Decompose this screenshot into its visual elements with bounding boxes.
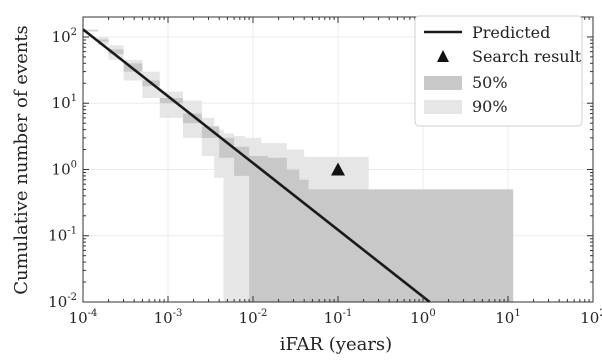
legend-label-predicted: Predicted [472, 23, 550, 42]
x-tick-label: 10-3 [154, 308, 183, 327]
x-axis-label: iFAR (years) [280, 334, 392, 355]
legend-90-swatch [424, 100, 462, 114]
x-tick-label: 10-1 [324, 308, 353, 327]
y-tick-label: 10-2 [48, 292, 77, 311]
x-tick-label: 100 [410, 308, 435, 327]
legend-label-90: 90% [472, 97, 508, 116]
band-50 [83, 29, 514, 303]
legend-triangle-swatch [437, 50, 449, 62]
search-result-marker [331, 162, 345, 176]
y-tick-label: 100 [52, 159, 77, 178]
bands [83, 29, 514, 303]
axes: 10-4 10-3 10-2 10-1 100 101 102 10-2 10-1 100 101 1… [48, 16, 602, 327]
y-tick-label: 101 [52, 93, 77, 112]
legend-label-search-result: Search result [472, 47, 582, 66]
x-tick-label: 10-4 [69, 308, 98, 327]
x-tick-label: 102 [580, 308, 602, 327]
legend-box [414, 15, 583, 127]
legend-50-swatch [424, 76, 462, 90]
y-tick-label: 10-1 [48, 226, 77, 245]
legend: Predicted Search result 50% 90% [414, 15, 583, 127]
lines [82, 28, 431, 304]
markers [331, 162, 345, 176]
y-tick-label: 102 [52, 27, 77, 46]
legend-label-50: 50% [472, 73, 508, 92]
x-tick-label: 101 [495, 308, 520, 327]
x-tick-label: 10-2 [239, 308, 268, 327]
predicted-line [82, 28, 431, 304]
y-axis-label: Cumulative number of events [11, 25, 32, 295]
